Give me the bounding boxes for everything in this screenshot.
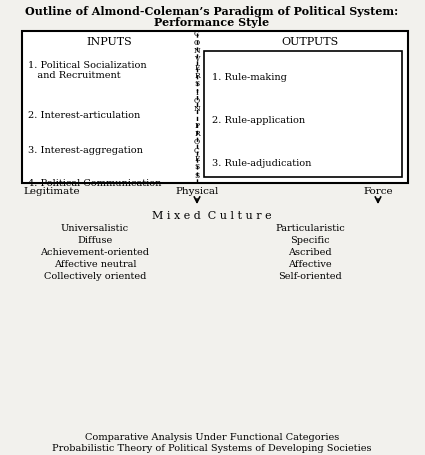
Text: 3. Interest-aggregation: 3. Interest-aggregation: [28, 146, 143, 155]
Text: Legitimate: Legitimate: [24, 187, 80, 196]
Text: 4. Political Communication: 4. Political Communication: [28, 179, 162, 188]
Text: Force: Force: [363, 187, 393, 196]
Text: Universalistic: Universalistic: [61, 224, 129, 233]
Text: Probabilistic Theory of Political Systems of Developing Societies: Probabilistic Theory of Political System…: [52, 444, 372, 453]
Text: Affective neutral: Affective neutral: [54, 260, 136, 269]
Text: 2. Interest-articulation: 2. Interest-articulation: [28, 111, 140, 120]
Text: Comparative Analysis Under Functional Categories: Comparative Analysis Under Functional Ca…: [85, 433, 339, 442]
Text: C
O
N
V
E
R
S
I
O
N

P
R
O
C
E
S
S: C O N V E R S I O N P R O C E S S: [194, 30, 200, 180]
Text: 3. Rule-adjudication: 3. Rule-adjudication: [212, 159, 312, 168]
Text: INPUTS: INPUTS: [87, 37, 132, 47]
Text: Physical: Physical: [175, 187, 219, 196]
Text: Performance Style: Performance Style: [154, 17, 269, 28]
Text: Ascribed: Ascribed: [288, 248, 332, 257]
Text: 1. Political Socialization
   and Recruitment: 1. Political Socialization and Recruitme…: [28, 61, 147, 81]
Text: Specific: Specific: [290, 236, 330, 245]
Text: Affective: Affective: [288, 260, 332, 269]
Text: OUTPUTS: OUTPUTS: [282, 37, 339, 47]
Text: 1. Rule-making: 1. Rule-making: [212, 73, 287, 82]
Text: 2. Rule-application: 2. Rule-application: [212, 116, 305, 125]
Text: Diffuse: Diffuse: [77, 236, 113, 245]
Text: Self-oriented: Self-oriented: [278, 272, 342, 281]
Bar: [204, 51, 402, 177]
Text: Outline of Almond-Coleman’s Paradigm of Political System:: Outline of Almond-Coleman’s Paradigm of …: [26, 6, 399, 17]
Bar: [22, 31, 408, 183]
Text: M i x e d  C u l t u r e: M i x e d C u l t u r e: [152, 211, 272, 221]
Text: Particularistic: Particularistic: [275, 224, 345, 233]
Text: Collectively oriented: Collectively oriented: [44, 272, 146, 281]
Text: Achievement-oriented: Achievement-oriented: [40, 248, 150, 257]
